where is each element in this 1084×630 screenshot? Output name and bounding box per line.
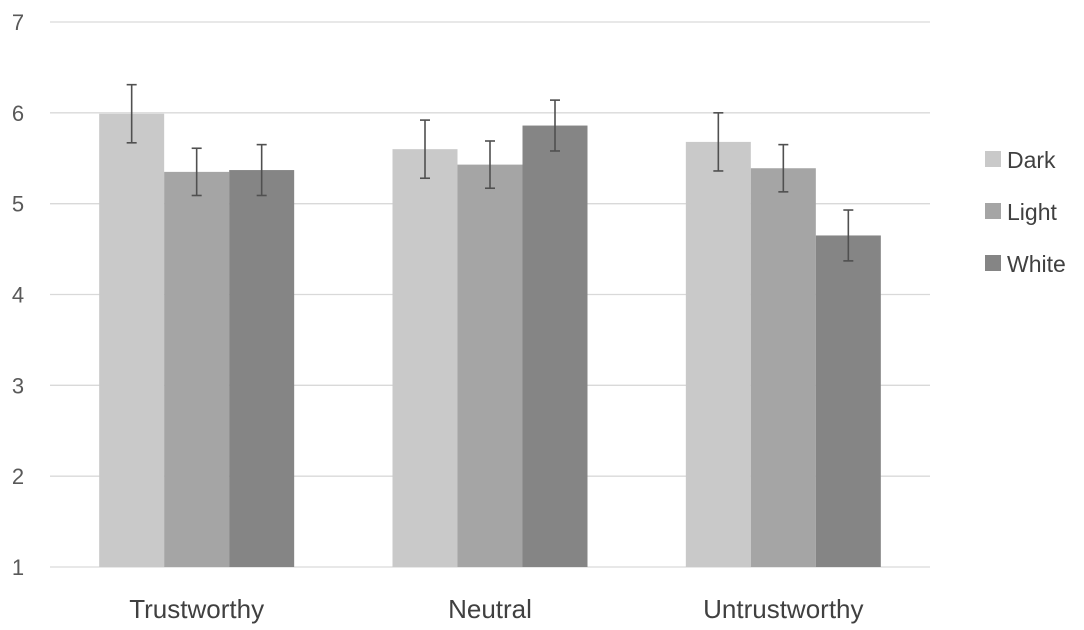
y-tick-label: 2 [12,464,24,489]
y-tick-label: 5 [12,192,24,217]
x-axis-category-labels: Trustworthy Neutral Untrustworthy [129,594,863,624]
y-tick-label: 4 [12,283,24,308]
legend-label-white: White [1007,251,1066,277]
legend-swatch-light [985,203,1001,219]
error-bars [126,83,854,262]
bar-trustworthy-white [229,170,295,567]
bar-untrustworthy-white [815,235,881,568]
bar-neutral-dark [392,149,458,567]
y-axis-ticks: 1 2 3 4 5 6 7 [12,10,24,580]
bar-trustworthy-dark [99,113,165,567]
y-tick-label: 6 [12,101,24,126]
legend-swatch-white [985,255,1001,271]
legend-label-dark: Dark [1007,147,1056,173]
y-tick-label: 3 [12,373,24,398]
bar-neutral-light [457,164,523,567]
bar-trustworthy-light [164,171,230,567]
legend-swatch-dark [985,151,1001,167]
legend: Dark Light White [985,147,1066,277]
x-category-label: Untrustworthy [703,594,863,624]
bar-neutral-white [522,125,588,568]
x-category-label: Trustworthy [129,594,264,624]
bar-untrustworthy-dark [685,141,751,567]
y-tick-label: 1 [12,555,24,580]
x-category-label: Neutral [448,594,532,624]
bars [99,113,881,568]
legend-label-light: Light [1007,199,1057,225]
y-tick-label: 7 [12,10,24,35]
bar-untrustworthy-light [750,168,816,567]
